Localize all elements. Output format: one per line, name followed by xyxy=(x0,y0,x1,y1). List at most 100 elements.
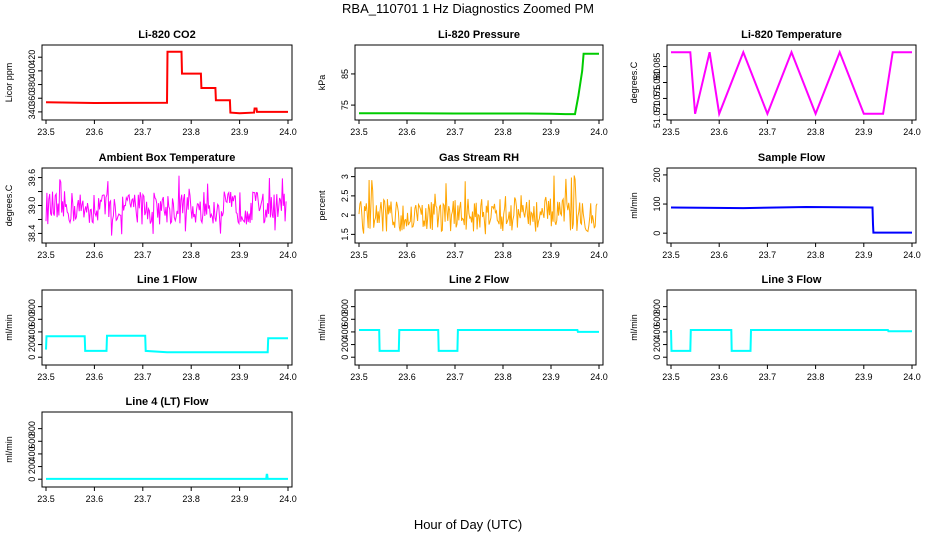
x-tick-label: 23.7 xyxy=(134,372,152,382)
plot-frame xyxy=(354,289,604,366)
x-tick-label: 24.0 xyxy=(590,127,608,137)
y-tick-label: 400 xyxy=(652,324,662,339)
y-tick-label: 600 xyxy=(27,434,37,449)
chart-title: Line 2 Flow xyxy=(449,274,509,286)
chart-panel-4: Ambient Box Temperature 23.5 23.6 23.7 23.8 2… xyxy=(4,152,297,260)
x-tick-label: 23.7 xyxy=(446,372,464,382)
chart-title: Li-820 Temperature xyxy=(741,29,842,41)
y-tick-label: 800 xyxy=(340,299,350,314)
y-axis-label: ml/min xyxy=(629,314,639,341)
x-tick-label: 23.6 xyxy=(710,127,728,137)
y-tick-label: 800 xyxy=(27,299,37,314)
x-tick-label: 23.6 xyxy=(86,127,104,137)
y-tick-label: 400 xyxy=(27,63,37,78)
y-tick-label: 51.085 xyxy=(652,53,662,81)
y-tick-label: 200 xyxy=(652,337,662,352)
x-tick-label: 23.7 xyxy=(759,250,777,260)
y-tick-label: 200 xyxy=(340,337,350,352)
chart-title: Sample Flow xyxy=(758,152,826,164)
x-tick-label: 24.0 xyxy=(279,372,297,382)
x-tick-label: 23.7 xyxy=(134,494,152,504)
plot-frame xyxy=(666,289,917,366)
x-tick-label: 24.0 xyxy=(903,372,921,382)
x-tick-label: 23.5 xyxy=(350,127,368,137)
series-line xyxy=(671,49,912,118)
y-tick-label: 380 xyxy=(27,77,37,92)
chart-panel-10: Line 4 (LT) Flow 23.5 23.6 23.7 23.8 23.9 24.0… xyxy=(4,396,297,504)
x-tick-label: 23.6 xyxy=(86,250,104,260)
x-tick-label: 23.7 xyxy=(446,250,464,260)
chart-panel-3: Li-820 Temperature 23.5 23.6 23.7 23.8 23.9 24… xyxy=(629,29,921,137)
x-tick-label: 23.9 xyxy=(855,250,873,260)
plot-frame xyxy=(41,44,293,121)
x-tick-label: 23.6 xyxy=(86,372,104,382)
x-tick-label: 23.5 xyxy=(37,250,55,260)
y-tick-label: 51.080 xyxy=(652,69,662,97)
chart-panel-2: Li-820 Pressure 23.5 23.6 23.7 23.8 23.9 24.0 7… xyxy=(317,29,608,137)
x-tick-label: 24.0 xyxy=(590,250,608,260)
y-tick-label: 200 xyxy=(27,459,37,474)
y-tick-label: 2.5 xyxy=(340,190,350,203)
x-tick-label: 23.5 xyxy=(37,372,55,382)
x-tick-label: 23.5 xyxy=(662,250,680,260)
chart-title: Line 3 Flow xyxy=(762,274,822,286)
y-axis-label: Licor ppm xyxy=(4,63,14,103)
x-tick-label: 23.9 xyxy=(231,127,249,137)
y-tick-label: 400 xyxy=(340,324,350,339)
x-tick-label: 23.9 xyxy=(542,127,560,137)
x-axis-title: Hour of Day (UTC) xyxy=(413,517,523,532)
chart-panel-8: Line 2 Flow 23.5 23.6 23.7 23.8 23.9 24.0 0 2004… xyxy=(317,274,608,382)
y-tick-label: 0 xyxy=(652,231,662,236)
y-tick-label: 200 xyxy=(652,167,662,182)
x-tick-label: 23.9 xyxy=(855,372,873,382)
x-tick-label: 24.0 xyxy=(279,494,297,504)
y-tick-label: 39.0 xyxy=(27,197,37,215)
y-tick-label: 85 xyxy=(340,69,350,79)
y-tick-label: 420 xyxy=(27,50,37,65)
y-tick-label: 800 xyxy=(27,421,37,436)
x-tick-label: 23.8 xyxy=(494,250,512,260)
chart-title: Li-820 Pressure xyxy=(438,29,520,41)
y-tick-label: 51.070 xyxy=(652,101,662,129)
y-axis-label: ml/min xyxy=(629,192,639,219)
chart-title: Line 4 (LT) Flow xyxy=(126,396,209,408)
x-tick-label: 24.0 xyxy=(279,127,297,137)
x-tick-label: 24.0 xyxy=(903,250,921,260)
y-tick-label: 51.075 xyxy=(652,85,662,113)
x-tick-label: 24.0 xyxy=(903,127,921,137)
series-line xyxy=(359,329,599,352)
y-axis-label: degrees.C xyxy=(629,61,639,103)
y-tick-label: 75 xyxy=(340,100,350,110)
x-tick-label: 23.7 xyxy=(446,127,464,137)
x-tick-label: 23.6 xyxy=(86,494,104,504)
y-tick-label: 0 xyxy=(340,355,350,360)
x-tick-label: 23.9 xyxy=(231,250,249,260)
x-tick-label: 23.6 xyxy=(398,127,416,137)
y-tick-label: 0 xyxy=(27,477,37,482)
x-tick-label: 23.5 xyxy=(350,250,368,260)
y-tick-label: 600 xyxy=(652,312,662,327)
x-tick-label: 23.5 xyxy=(662,372,680,382)
y-axis-label: percent xyxy=(317,190,327,221)
y-tick-label: 100 xyxy=(652,197,662,212)
series-line xyxy=(359,52,599,116)
y-tick-label: 38.4 xyxy=(27,225,37,243)
series-line xyxy=(670,205,912,234)
x-tick-label: 23.8 xyxy=(182,494,200,504)
series-line xyxy=(670,329,912,352)
plot-frame xyxy=(41,411,293,488)
x-tick-label: 23.8 xyxy=(494,372,512,382)
y-tick-label: 360 xyxy=(27,91,37,106)
x-tick-label: 23.7 xyxy=(759,372,777,382)
x-tick-label: 23.5 xyxy=(350,372,368,382)
x-tick-label: 23.7 xyxy=(134,127,152,137)
x-tick-label: 23.6 xyxy=(710,250,728,260)
x-tick-label: 23.6 xyxy=(398,250,416,260)
x-tick-label: 23.9 xyxy=(855,127,873,137)
y-tick-label: 200 xyxy=(27,337,37,352)
series-line xyxy=(45,50,288,115)
x-tick-label: 23.8 xyxy=(182,250,200,260)
y-tick-label: 600 xyxy=(340,312,350,327)
y-tick-label: 400 xyxy=(27,446,37,461)
